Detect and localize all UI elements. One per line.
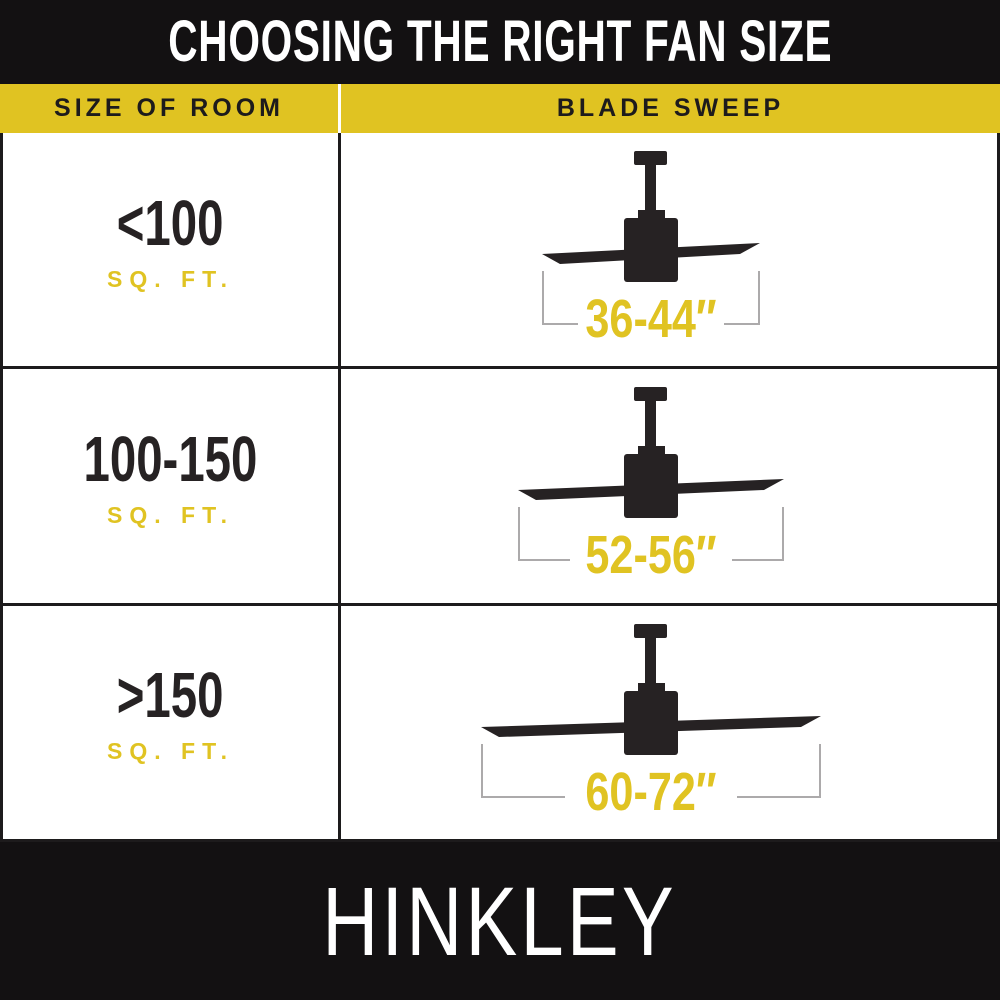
column-header-blade-sweep: BLADE SWEEP <box>556 94 785 122</box>
table-row: 100-150 SQ. FT. 52-56″ <box>3 369 997 606</box>
room-size-unit: SQ. FT. <box>107 265 234 292</box>
column-divider <box>338 84 341 133</box>
sweep-bracket <box>481 743 821 798</box>
brand-footer: HINKLEY <box>0 842 1000 1000</box>
sweep-bracket <box>542 271 760 325</box>
brand-logo: HINKLEY <box>322 866 678 976</box>
ceiling-fan-icon <box>481 623 821 755</box>
ceiling-fan-icon <box>542 151 760 282</box>
blade-sweep-value: 52-56″ <box>585 525 717 586</box>
title-bar: CHOOSING THE RIGHT FAN SIZE <box>0 0 1000 84</box>
room-size-unit: SQ. FT. <box>107 501 234 528</box>
bracket-corner-left <box>542 271 578 325</box>
sweep-bracket <box>518 507 784 562</box>
column-header-size-of-room: SIZE OF ROOM <box>54 94 284 122</box>
blade-sweep-value: 60-72″ <box>585 761 717 822</box>
blade-sweep-cell: 60-72″ <box>341 606 997 839</box>
room-size-cell: <100 SQ. FT. <box>3 133 341 367</box>
bracket-corner-right <box>737 743 821 798</box>
bracket-corner-right <box>724 271 760 325</box>
room-size-value: 100-150 <box>83 422 258 495</box>
room-size-cell: 100-150 SQ. FT. <box>3 369 341 603</box>
page-title: CHOOSING THE RIGHT FAN SIZE <box>167 9 833 74</box>
room-size-unit: SQ. FT. <box>107 738 234 765</box>
table-row: <100 SQ. FT. 36-44″ <box>3 133 997 370</box>
bracket-corner-left <box>481 743 565 798</box>
blade-sweep-cell: 52-56″ <box>341 369 997 602</box>
blade-sweep-cell: 36-44″ <box>341 133 997 366</box>
bracket-corner-right <box>732 507 784 562</box>
table-body: <100 SQ. FT. 36-44″ 100-150 SQ. FT. <box>0 133 1000 842</box>
room-size-value: <100 <box>117 186 224 259</box>
blade-sweep-value: 36-44″ <box>585 289 717 349</box>
fan-figure: 60-72″ <box>471 623 831 839</box>
column-header-row: SIZE OF ROOM BLADE SWEEP <box>0 84 1000 133</box>
fan-figure: 36-44″ <box>471 151 831 366</box>
bracket-corner-left <box>518 507 570 562</box>
room-size-value: >150 <box>117 659 224 732</box>
table-row: >150 SQ. FT. 60-72″ <box>3 605 997 839</box>
ceiling-fan-icon <box>518 387 784 519</box>
room-size-cell: >150 SQ. FT. <box>3 605 341 839</box>
fan-figure: 52-56″ <box>471 387 831 602</box>
